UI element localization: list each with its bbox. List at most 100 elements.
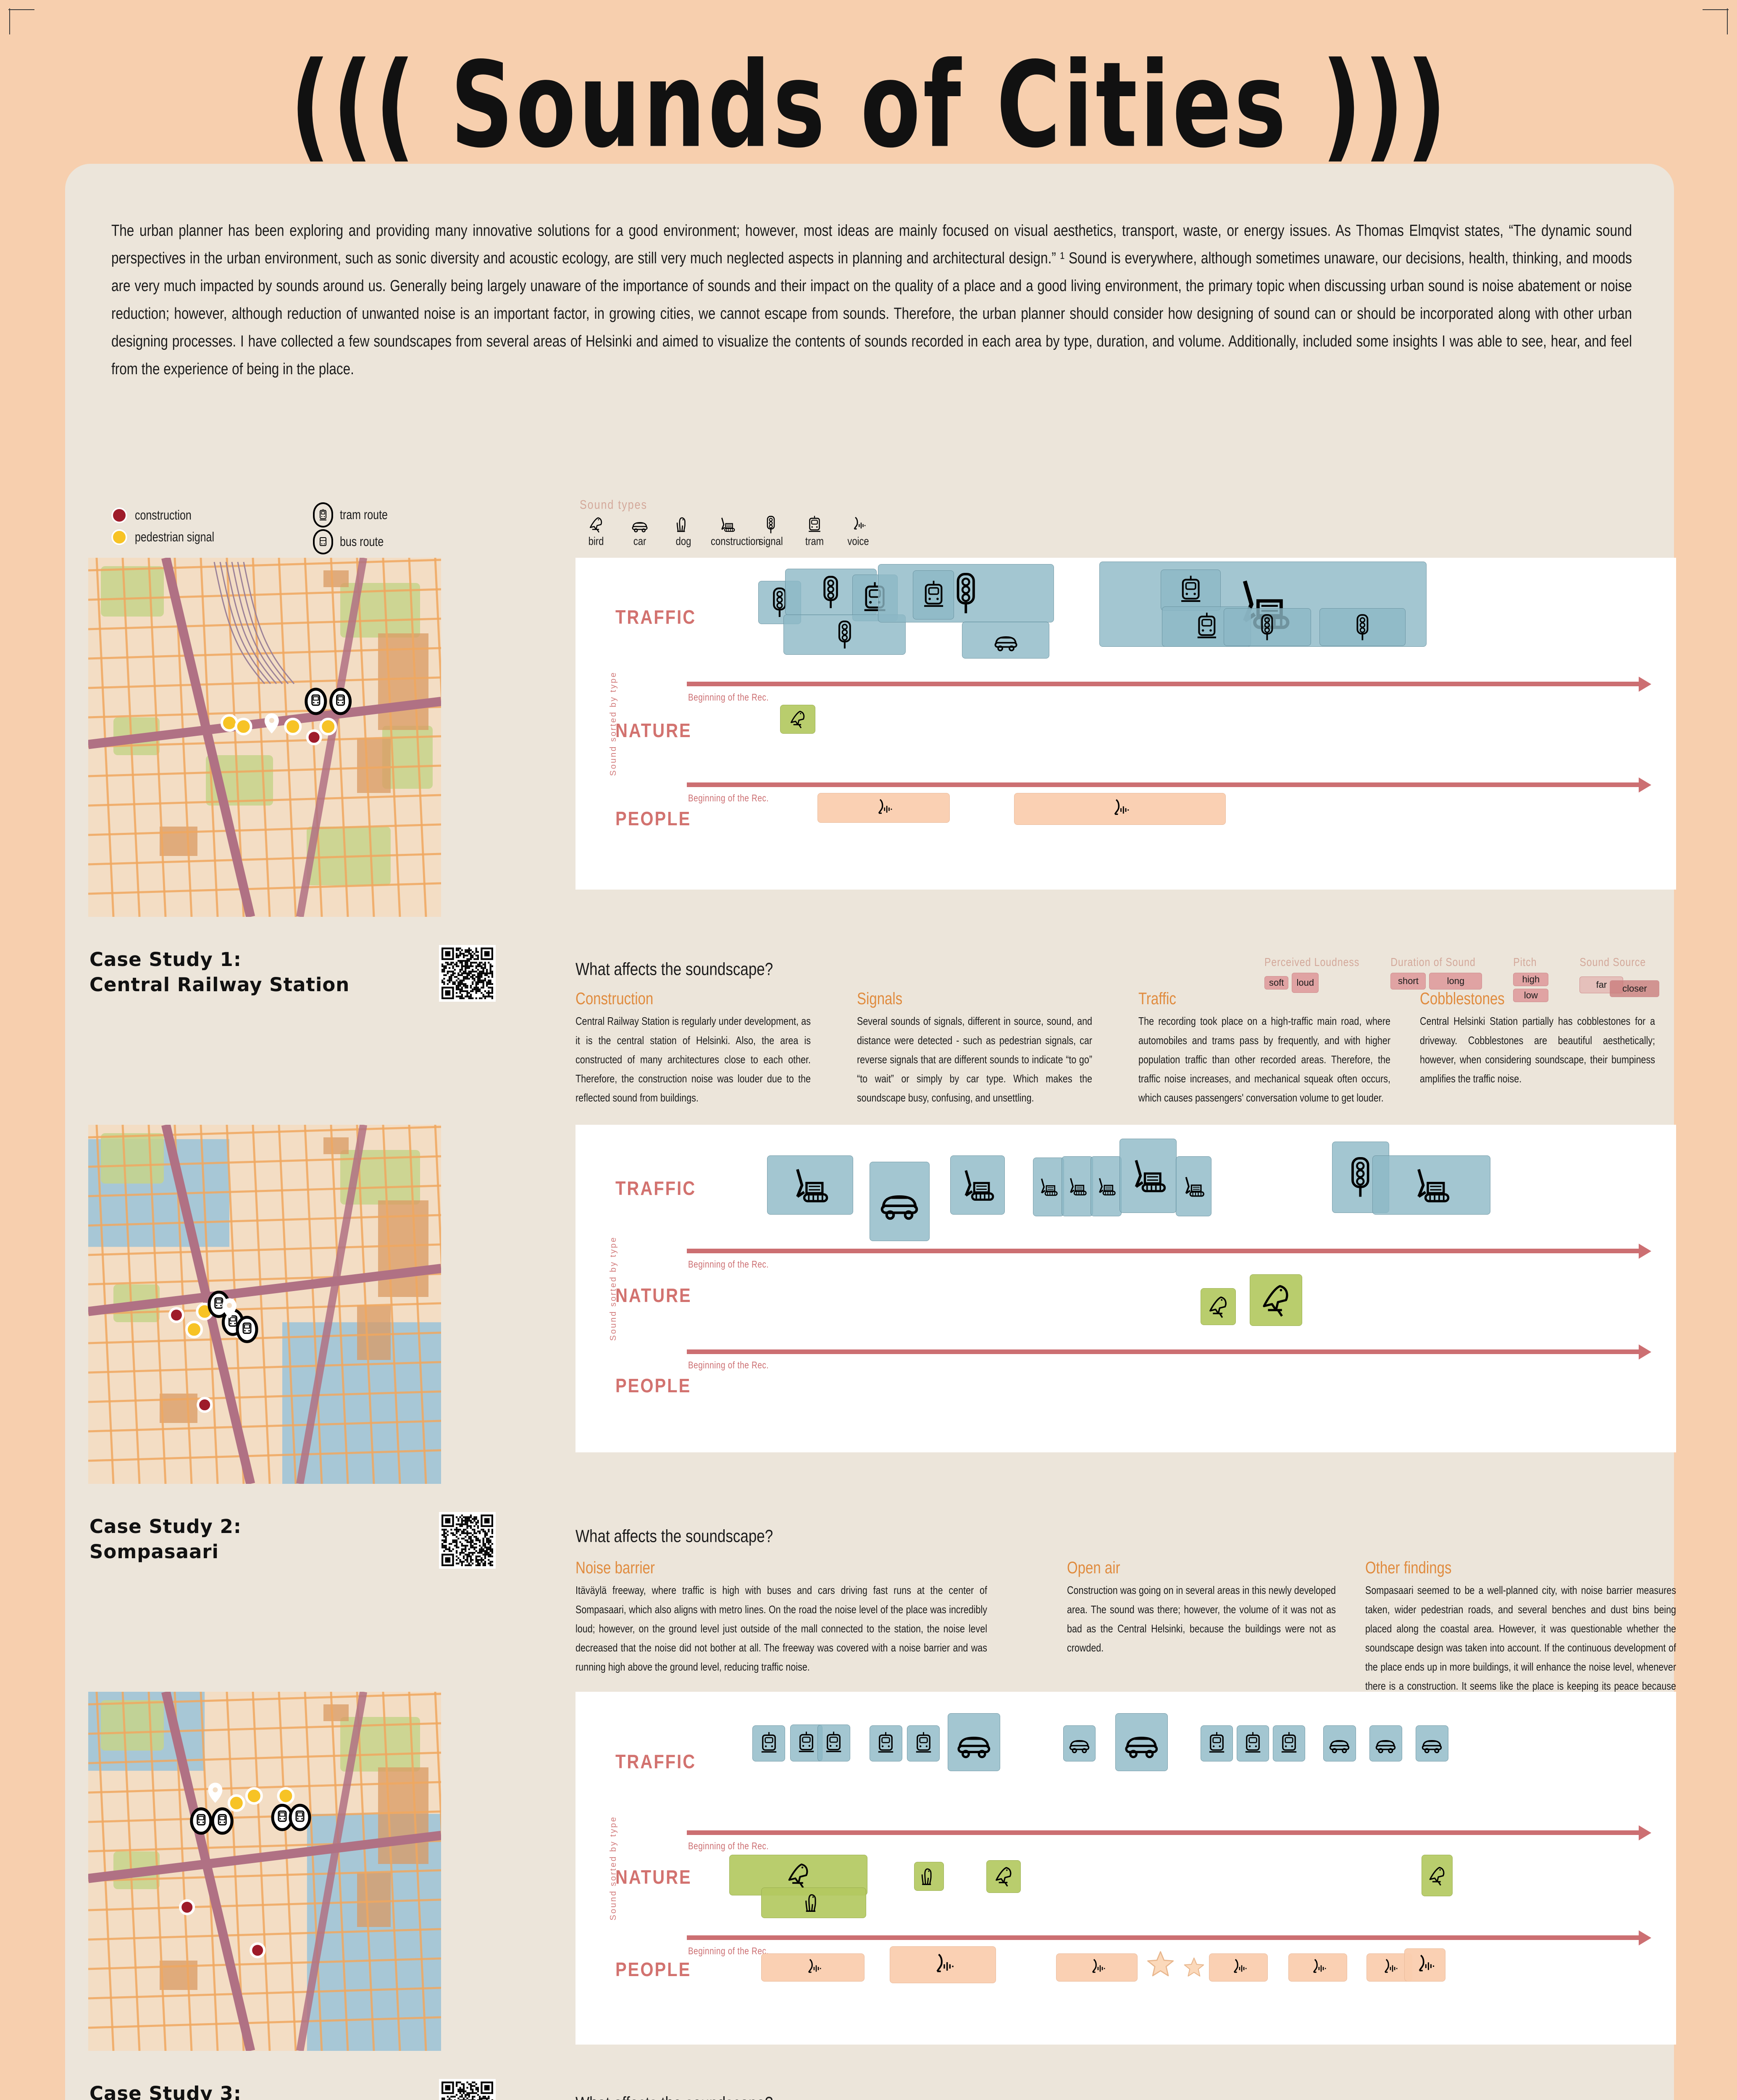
chart-time-axis-1 xyxy=(687,677,1651,692)
sound-type-tram: tram xyxy=(798,515,831,547)
sound-type-voice: voice xyxy=(842,515,875,547)
sound-event-star xyxy=(1179,1953,1209,1981)
sound-event-signal xyxy=(1319,608,1406,646)
finding-column: Cobblestones Central Helsinki Station par… xyxy=(1420,989,1655,1085)
scale-heading: Sound Source xyxy=(1579,956,1646,969)
legend-label: tram route xyxy=(340,507,388,522)
tram-route-icon xyxy=(313,502,333,528)
chip-soft: soft xyxy=(1264,976,1289,990)
legend-label: pedestrian signal xyxy=(135,529,215,544)
tram-icon xyxy=(878,1732,893,1753)
qr-code-case-3[interactable] xyxy=(439,2079,496,2100)
scale-chips: short long xyxy=(1390,973,1482,990)
chart-time-axis-1 xyxy=(687,1825,1651,1840)
intro-text: The urban planner has been exploring and… xyxy=(111,220,1632,378)
finding-column: Traffic The recording took place on a hig… xyxy=(1138,989,1390,1104)
sound-event-construction xyxy=(767,1155,853,1215)
qr-code-case-2[interactable] xyxy=(439,1512,496,1569)
voice-icon xyxy=(1092,1959,1105,1973)
sound-event-voice xyxy=(1056,1953,1138,1982)
signal-icon xyxy=(1351,1157,1369,1197)
chart-row-label-traffic: TRAFFIC xyxy=(615,606,696,628)
case-study-name: Central Railway Station xyxy=(89,974,350,996)
chart-time-axis-2 xyxy=(687,777,1651,793)
sound-event-construction xyxy=(950,1155,1005,1215)
sound-event-construction xyxy=(1091,1156,1122,1217)
page-title: ((( Sounds of Cities ))) xyxy=(290,37,1449,174)
sound-event-tram xyxy=(1236,1725,1269,1761)
finding-heading: Traffic xyxy=(1138,989,1176,1008)
chart-row-label-nature: NATURE xyxy=(615,1866,692,1888)
sound-event-voice xyxy=(1209,1953,1268,1982)
construction-icon xyxy=(796,1168,828,1202)
pedestrian-signal-dot-icon xyxy=(111,529,127,545)
map-case-1[interactable] xyxy=(88,558,441,917)
sound-event-tram xyxy=(752,1725,785,1761)
tram-icon xyxy=(1181,575,1201,602)
bird-icon xyxy=(1263,1285,1288,1317)
sound-event-construction xyxy=(1372,1155,1490,1215)
finding-heading: Cobblestones xyxy=(1420,989,1505,1008)
legend-label: construction xyxy=(135,507,192,522)
bird-icon xyxy=(995,1867,1011,1887)
construction-icon xyxy=(1185,1176,1205,1197)
sound-event-voice xyxy=(1288,1953,1348,1982)
car-icon xyxy=(1376,1740,1396,1754)
sound-event-voice xyxy=(817,793,950,823)
construction-icon xyxy=(1041,1178,1058,1196)
construction-icon xyxy=(964,1170,994,1201)
scale-sound-source: Sound Source far closer xyxy=(1579,956,1660,997)
sound-event-tram xyxy=(907,1725,940,1761)
scale-duration: Duration of Sound short long xyxy=(1390,956,1482,990)
chart-row-label-nature: NATURE xyxy=(615,1285,692,1307)
sound-event-tram xyxy=(913,570,954,620)
signal-icon xyxy=(1261,614,1273,640)
sound-event-car xyxy=(1416,1725,1448,1761)
legend-strip: construction pedestrian signal tram rout… xyxy=(65,498,1674,1002)
bird-icon xyxy=(790,711,804,729)
qr-code-case-1[interactable] xyxy=(439,945,496,1002)
map-case-2[interactable] xyxy=(88,1125,441,1484)
sound-event-bird xyxy=(780,705,816,734)
tram-icon xyxy=(1245,1732,1261,1753)
sound-type-bird: bird xyxy=(580,515,612,547)
sound-event-bird xyxy=(1200,1288,1236,1326)
chip-high: high xyxy=(1513,973,1549,986)
dog-icon xyxy=(921,1868,932,1885)
chart-row-label-people: PEOPLE xyxy=(615,808,691,830)
finding-body: Central Railway Station is regularly und… xyxy=(575,1015,811,1104)
soundscape-timeline-chart-1: Sound sorted by type TRAFFIC NATURE PEOPLE B… xyxy=(575,558,1676,890)
sound-event-voice xyxy=(1404,1948,1445,1982)
voice-icon xyxy=(1114,799,1129,815)
chart-row-label-people: PEOPLE xyxy=(615,1375,691,1397)
finding-heading: Open air xyxy=(1067,1558,1120,1577)
sound-type-list: bird car dog construction signal xyxy=(580,515,875,547)
tram-icon xyxy=(761,1732,776,1753)
sound-event-construction xyxy=(1119,1139,1177,1213)
chart-axis-caption: Beginning of the Rec. xyxy=(688,1360,769,1371)
tram-icon xyxy=(809,516,820,532)
signal-icon xyxy=(957,573,975,614)
sound-event-car xyxy=(869,1162,930,1241)
voice-icon xyxy=(1233,1959,1247,1973)
sound-event-signal xyxy=(1223,608,1311,646)
scale-pitch: Pitch high low xyxy=(1513,956,1549,1002)
sound-type-label: tram xyxy=(805,535,824,548)
finding-column: Other findings Sompasaari seemed to be a … xyxy=(1365,1558,1676,1712)
chip-long: long xyxy=(1429,973,1482,990)
sound-type-dog: dog xyxy=(667,515,700,547)
scale-chips: far closer xyxy=(1579,973,1660,997)
car-icon xyxy=(1330,1740,1350,1754)
sound-event-voice xyxy=(761,1953,865,1982)
sound-event-voice xyxy=(890,1946,996,1984)
construction-icon xyxy=(1070,1178,1087,1195)
sound-event-bird xyxy=(986,1860,1021,1893)
voice-icon xyxy=(854,517,866,530)
star-icon xyxy=(1147,1951,1174,1977)
soundscape-timeline-chart-3: Sound sorted by type TRAFFIC NATURE PEOPLE B… xyxy=(575,1692,1676,2045)
map-case-3[interactable] xyxy=(88,1692,441,2051)
sound-event-car xyxy=(1115,1713,1168,1771)
finding-column: Construction Central Railway Station is r… xyxy=(575,989,811,1104)
sound-event-voice xyxy=(1014,793,1226,825)
finding-body: Itäväylä freeway, where traffic is high … xyxy=(575,1584,987,1673)
